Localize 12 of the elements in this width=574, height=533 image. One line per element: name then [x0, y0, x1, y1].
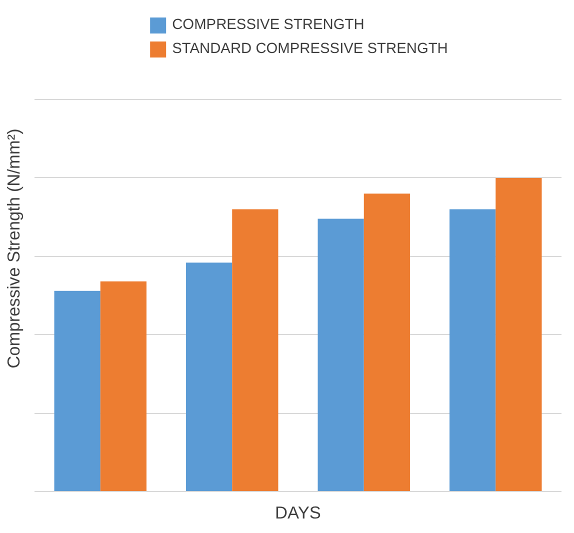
bar [232, 209, 278, 492]
y-axis-title: Compressive Strength (N/mm²) [4, 128, 24, 368]
x-axis-title: DAYS [275, 502, 321, 522]
legend-label: STANDARD COMPRESSIVE STRENGTH [172, 41, 448, 57]
bar [450, 209, 496, 492]
bar [318, 218, 364, 492]
bar [54, 290, 100, 492]
bar [364, 194, 410, 492]
bar [186, 262, 232, 492]
bar [496, 178, 542, 492]
legend-label: COMPRESSIVE STRENGTH [172, 17, 364, 33]
bar [100, 281, 146, 492]
